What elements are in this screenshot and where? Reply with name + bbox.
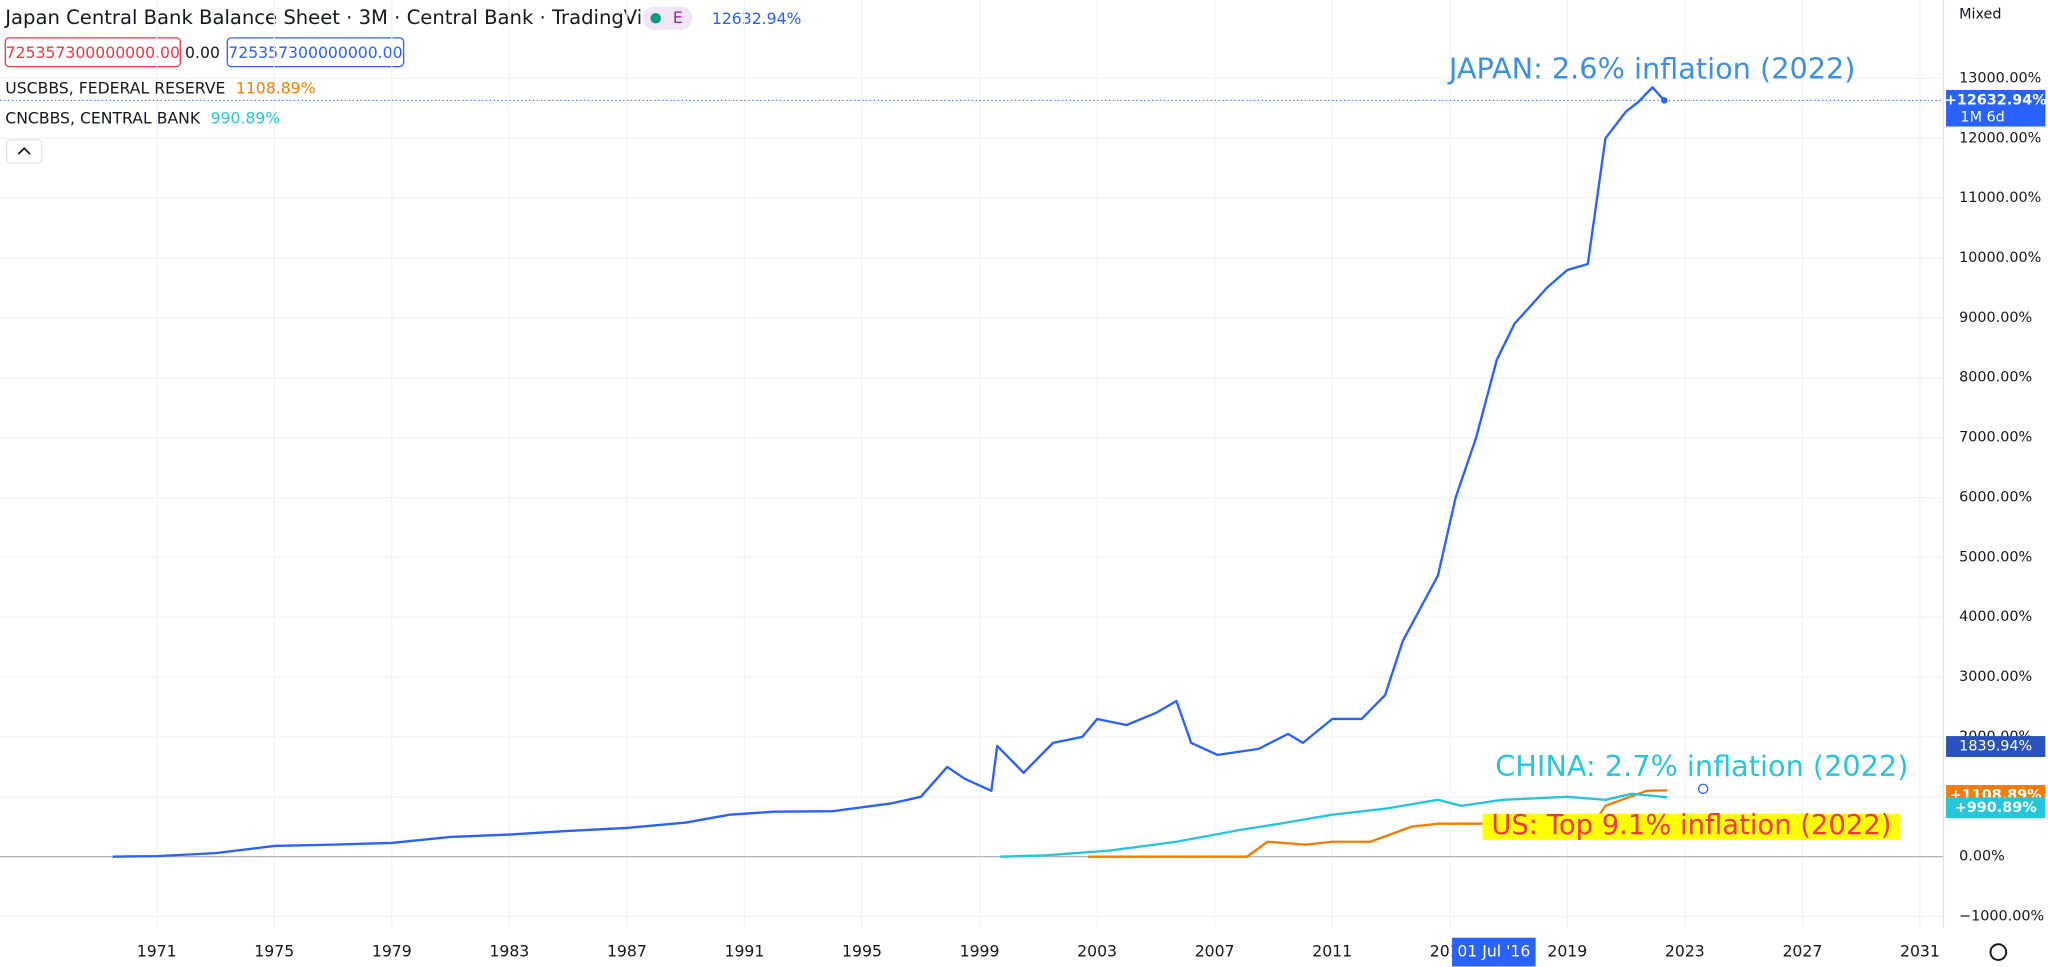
- legend-value: 990.89%: [211, 108, 281, 127]
- price-label: +12632.94%: [1945, 92, 2047, 108]
- price-label-box: [1946, 89, 2046, 127]
- badge-bg: [642, 6, 693, 31]
- header-value: 12632.94%: [712, 9, 802, 28]
- x-tick-label: 1983: [489, 942, 529, 961]
- badge: E: [673, 8, 683, 27]
- x-tick-label: 1987: [607, 942, 647, 961]
- header-box: [4, 37, 181, 68]
- countdown: 1M 6d: [1960, 109, 2004, 125]
- x-tick-label: 1991: [725, 942, 765, 961]
- y-tick-label: 10000.00%: [1959, 250, 2041, 266]
- annotation: JAPAN: 2.6% inflation (2022): [1447, 52, 1856, 86]
- header-box: [226, 37, 405, 68]
- x-tick-label: 2023: [1665, 942, 1705, 961]
- x-tick-label: 2031: [1900, 942, 1940, 961]
- y-tick-label: 9000.00%: [1959, 310, 2032, 326]
- series-line: [1088, 789, 1668, 858]
- x-tick-label: 2027: [1782, 942, 1822, 961]
- chart-title: Japan Central Bank Balance Sheet · 3M · …: [3, 6, 670, 29]
- crosshair-x-box: [1452, 937, 1536, 967]
- y-tick-label: 3000.00%: [1959, 669, 2032, 685]
- x-tick-label: 1971: [137, 942, 177, 961]
- y-tick-label: 0.00%: [1959, 849, 2005, 865]
- x-tick-label: 1975: [254, 942, 294, 961]
- header-box-value: 725357300000000.00: [228, 43, 402, 62]
- collapse-icon: [17, 147, 31, 155]
- crosshair-x-label: 01 Jul '16: [1457, 942, 1530, 961]
- y-tick-label: 13000.00%: [1959, 70, 2041, 86]
- legend-value: 1108.89%: [236, 78, 316, 97]
- x-tick-label: 1995: [842, 942, 882, 961]
- y-tick-label: 7000.00%: [1959, 430, 2032, 446]
- price-label: +990.89%: [1955, 800, 2037, 816]
- y-tick-label: 12000.00%: [1959, 130, 2041, 146]
- y-tick-label: 4000.00%: [1959, 609, 2032, 625]
- legend-name: CNCBBS, CENTRAL BANK: [5, 108, 201, 127]
- last-point: [1661, 97, 1668, 104]
- y-tick-label: −1000.00%: [1959, 909, 2044, 925]
- x-tick-label: 1979: [372, 942, 412, 961]
- y-tick-label: 11000.00%: [1959, 190, 2041, 206]
- x-tick-label: 2007: [1195, 942, 1235, 961]
- scale-mode[interactable]: Mixed: [1959, 6, 2001, 22]
- x-tick-label: 2019: [1547, 942, 1587, 961]
- cursor-marker: [1697, 783, 1709, 795]
- settings-icon[interactable]: [1989, 943, 2008, 961]
- crosshair-y-box: [1946, 736, 2046, 757]
- annotation: CHINA: 2.7% inflation (2022): [1495, 749, 1908, 783]
- crosshair-y-label: 1839.94%: [1959, 739, 2032, 755]
- y-tick-label: 6000.00%: [1959, 489, 2032, 505]
- annotation: US: Top 9.1% inflation (2022): [1491, 810, 1891, 841]
- y-tick-label: 8000.00%: [1959, 370, 2032, 386]
- collapse-button[interactable]: [5, 139, 43, 164]
- x-tick-label: 2003: [1077, 942, 1117, 961]
- annotation-highlight: [1482, 813, 1901, 840]
- series-line: [112, 86, 1666, 858]
- x-tick-label: 1999: [960, 942, 1000, 961]
- status-dot: [650, 13, 661, 24]
- x-tick-label: 2011: [1312, 942, 1352, 961]
- y-tick-label: 5000.00%: [1959, 549, 2032, 565]
- legend-name: USCBBS, FEDERAL RESERVE: [5, 78, 225, 97]
- series-line: [1000, 792, 1668, 858]
- header-box-value: 0.00: [185, 43, 220, 62]
- price-label-box: [1946, 797, 2046, 819]
- header-box-value: 725357300000000.00: [6, 43, 180, 62]
